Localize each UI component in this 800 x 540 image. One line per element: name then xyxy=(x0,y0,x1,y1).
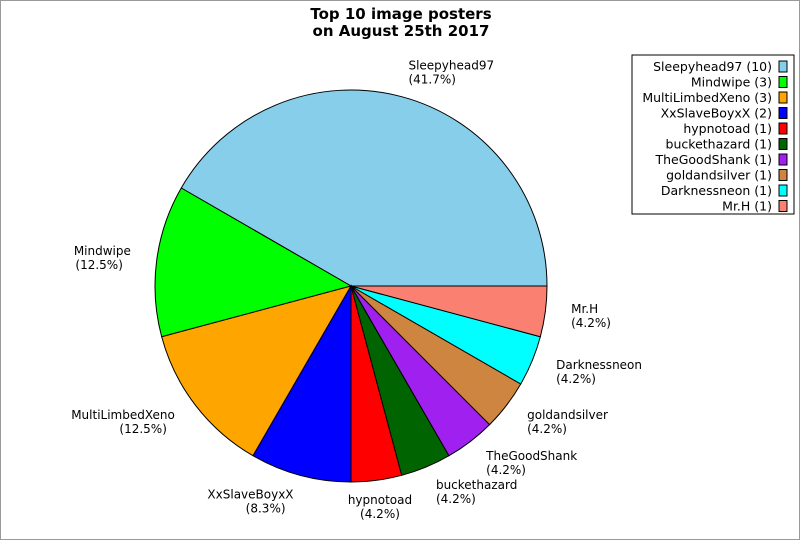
slice-percent-darknessneon: (4.2%) xyxy=(556,372,596,386)
slice-label-thegoodshank: TheGoodShank xyxy=(485,449,577,463)
slice-label-mindwipe: Mindwipe xyxy=(74,244,131,258)
slice-percent-buckethazard: (4.2%) xyxy=(436,492,476,506)
pie-slice-mr-h xyxy=(350,285,548,338)
legend-entry-multilimbedxeno: MultiLimbedXeno (3) xyxy=(642,90,772,105)
legend-entry-xxslaveboyxx: XxSlaveBoyxX (2) xyxy=(661,106,772,121)
slice-percent-xxslaveboyxx: (8.3%) xyxy=(246,501,286,515)
slice-percent-goldandsilver: (4.2%) xyxy=(527,422,567,436)
legend-swatch-xxslaveboyxx xyxy=(778,107,788,119)
slice-percent-mindwipe: (12.5%) xyxy=(75,258,122,272)
slice-label-multilimbedxeno: MultiLimbedXeno xyxy=(71,408,175,422)
legend-entry-sleepyhead97: Sleepyhead97 (10) xyxy=(653,59,772,74)
legend-entry-thegoodshank: TheGoodShank (1) xyxy=(654,152,772,167)
pie-slice-sleepyhead97 xyxy=(180,89,548,287)
slice-percent-thegoodshank: (4.2%) xyxy=(486,463,526,477)
legend-entry-goldandsilver: goldandsilver (1) xyxy=(666,168,772,183)
legend-swatch-multilimbedxeno xyxy=(778,91,788,104)
slice-label-darknessneon: Darknessneon xyxy=(556,358,642,372)
chart-title-line-1: Top 10 image posters xyxy=(310,5,491,23)
legend-swatch-sleepyhead97 xyxy=(778,60,788,73)
slice-label-buckethazard: buckethazard xyxy=(436,478,517,492)
slice-label-xxslaveboyxx: XxSlaveBoyxX xyxy=(207,487,293,501)
pie-slice-xxslaveboyxx xyxy=(252,284,352,483)
legend-swatch-buckethazard xyxy=(778,138,788,150)
legend-swatch-hypnotoad xyxy=(778,122,788,135)
slice-percent-mr-h: (4.2%) xyxy=(571,316,611,330)
legend-entry-hypnotoad: hypnotoad (1) xyxy=(683,121,772,136)
legend-swatch-thegoodshank xyxy=(778,153,788,166)
legend-swatch-mindwipe xyxy=(778,76,788,88)
legend-swatch-goldandsilver xyxy=(778,169,788,181)
legend-entry-buckethazard: buckethazard (1) xyxy=(666,137,772,152)
slice-label-goldandsilver: goldandsilver xyxy=(527,408,608,422)
pie-slice-mindwipe xyxy=(154,187,353,338)
legend: Sleepyhead97 (10)Mindwipe (3)MultiLimbed… xyxy=(631,54,795,215)
legend-entry-mr-h: Mr.H (1) xyxy=(722,199,772,214)
slice-label-mr-h: Mr.H xyxy=(571,302,598,316)
legend-swatch-darknessneon xyxy=(778,184,788,197)
legend-entry-darknessneon: Darknessneon (1) xyxy=(661,183,772,198)
legend-swatch-mr-h xyxy=(778,200,788,212)
slice-percent-hypnotoad: (4.2%) xyxy=(360,507,400,521)
slice-percent-sleepyhead97: (41.7%) xyxy=(408,73,455,87)
legend-box xyxy=(631,54,795,215)
chart-title-line-2: on August 25th 2017 xyxy=(313,22,490,40)
slice-label-hypnotoad: hypnotoad xyxy=(348,493,412,507)
pie-slice-multilimbedxeno xyxy=(161,285,353,457)
slice-percent-multilimbedxeno: (12.5%) xyxy=(119,422,166,436)
slice-label-sleepyhead97: Sleepyhead97 xyxy=(408,59,494,73)
legend-entry-mindwipe: Mindwipe (3) xyxy=(691,75,772,90)
